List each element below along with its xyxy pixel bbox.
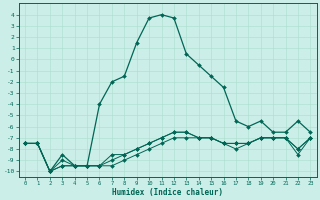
X-axis label: Humidex (Indice chaleur): Humidex (Indice chaleur) <box>112 188 223 197</box>
